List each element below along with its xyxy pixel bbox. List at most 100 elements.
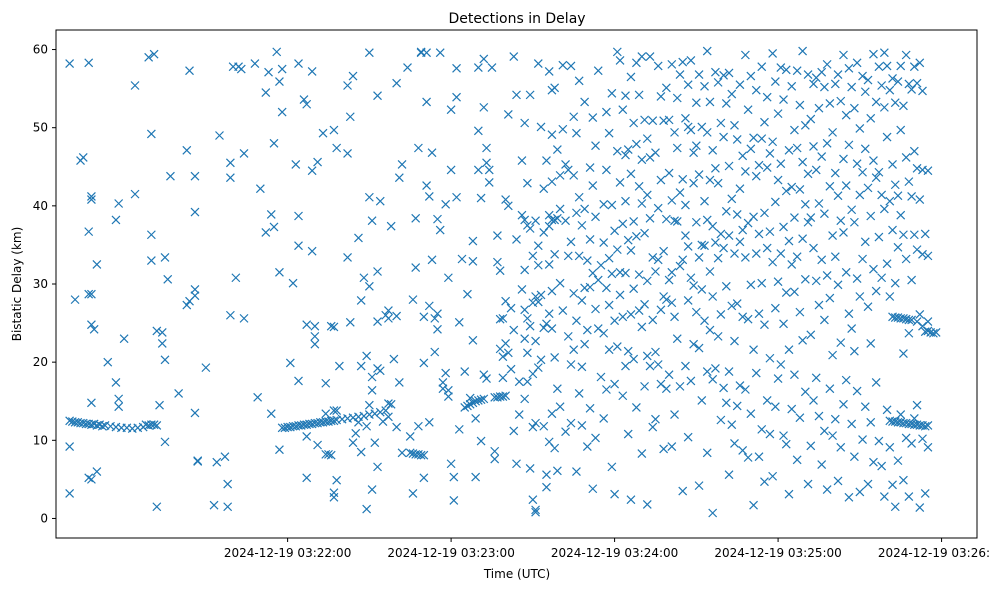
detection-point xyxy=(833,280,843,290)
detection-point xyxy=(661,83,671,93)
detection-point xyxy=(781,288,791,298)
detection-point xyxy=(433,324,442,334)
detection-point xyxy=(795,307,805,317)
detection-point xyxy=(871,173,881,183)
detection-point xyxy=(574,251,584,261)
detection-point xyxy=(640,299,649,309)
detection-point xyxy=(354,233,363,243)
y-tick-label: 20 xyxy=(33,355,48,369)
detection-point xyxy=(343,253,352,262)
detection-point xyxy=(285,358,295,368)
detection-point xyxy=(757,278,767,288)
detection-point xyxy=(375,407,385,417)
detection-point xyxy=(441,368,451,378)
detection-point xyxy=(288,278,298,288)
detection-point xyxy=(798,234,808,244)
detection-point xyxy=(591,141,600,151)
detection-point xyxy=(790,125,799,135)
detection-point xyxy=(561,160,570,169)
detection-point xyxy=(601,385,611,394)
detection-point xyxy=(803,217,813,227)
detection-point xyxy=(310,339,320,349)
detection-point xyxy=(877,461,887,471)
detection-point xyxy=(858,71,867,81)
detection-point xyxy=(702,46,712,56)
detection-point xyxy=(852,274,862,283)
detection-point xyxy=(572,128,581,138)
detection-point xyxy=(792,455,802,465)
detection-point xyxy=(795,100,805,110)
detection-point xyxy=(225,158,235,168)
detection-point xyxy=(907,275,917,285)
detection-point xyxy=(904,328,914,338)
detection-point xyxy=(678,255,688,265)
detection-point xyxy=(422,97,432,107)
detection-point xyxy=(727,89,737,99)
detection-point xyxy=(601,283,611,293)
detection-point xyxy=(648,315,658,325)
detection-point xyxy=(874,436,884,446)
detection-point xyxy=(612,342,622,351)
detection-point xyxy=(836,442,846,452)
detection-point xyxy=(776,159,786,169)
detection-point xyxy=(468,335,478,345)
detection-point xyxy=(572,208,581,218)
detection-point xyxy=(691,141,701,151)
detection-point xyxy=(702,127,712,137)
detection-point xyxy=(863,183,873,193)
detection-point xyxy=(517,210,527,220)
detection-point xyxy=(700,241,709,251)
detection-point xyxy=(443,392,453,401)
detection-point xyxy=(806,114,816,124)
detection-point xyxy=(84,289,94,299)
detection-point xyxy=(618,312,628,322)
detection-point xyxy=(833,476,843,486)
detection-point xyxy=(146,230,156,240)
detection-point xyxy=(792,66,802,76)
detection-point xyxy=(362,351,372,361)
detection-point xyxy=(664,115,674,125)
detection-point xyxy=(874,167,884,177)
detection-point xyxy=(681,231,690,240)
detection-point xyxy=(220,452,230,462)
detection-point xyxy=(269,222,279,232)
detection-point xyxy=(119,334,129,344)
detection-point xyxy=(877,190,887,200)
detection-point xyxy=(621,361,630,371)
detection-point xyxy=(844,140,854,150)
detection-point xyxy=(749,500,758,510)
detection-point xyxy=(615,56,625,65)
detection-point xyxy=(738,312,748,322)
detection-point xyxy=(580,97,590,107)
detection-point xyxy=(574,76,584,86)
detection-point xyxy=(869,264,878,274)
detection-point xyxy=(830,79,840,89)
detection-point xyxy=(803,479,813,489)
detection-point xyxy=(672,334,682,344)
detection-point xyxy=(828,350,838,360)
detection-point xyxy=(882,405,892,415)
detection-point xyxy=(348,438,358,448)
detection-point xyxy=(659,444,669,454)
detection-point xyxy=(746,144,756,154)
detection-point xyxy=(888,225,897,235)
detection-point xyxy=(433,214,442,224)
detection-point xyxy=(364,281,374,291)
detection-point xyxy=(225,173,235,183)
detection-point xyxy=(890,98,900,108)
detection-point xyxy=(705,175,715,185)
detection-point xyxy=(503,348,513,358)
detection-point xyxy=(779,95,788,104)
detection-point xyxy=(591,433,600,443)
detection-point xyxy=(751,368,761,378)
detection-point xyxy=(844,63,854,73)
detection-point xyxy=(555,278,565,288)
detection-point xyxy=(918,434,927,444)
detection-point xyxy=(389,354,399,364)
detection-point xyxy=(904,492,914,502)
detection-point xyxy=(313,157,323,167)
detection-point xyxy=(604,345,614,355)
detection-point xyxy=(839,227,848,237)
detection-point xyxy=(659,246,669,256)
detection-point xyxy=(839,154,848,164)
